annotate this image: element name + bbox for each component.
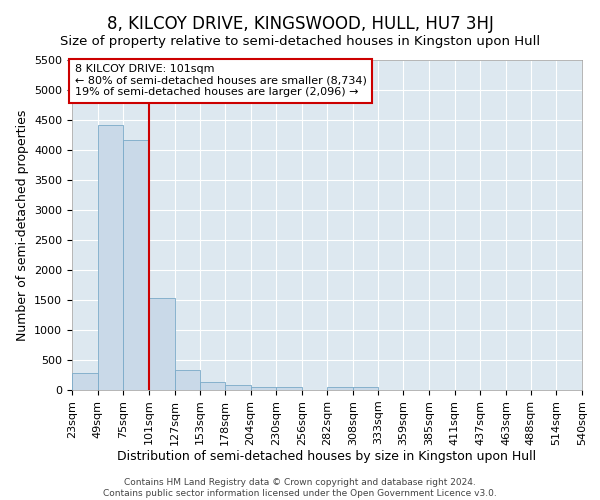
Bar	[149, 298, 175, 390]
Bar	[328, 386, 353, 390]
Bar	[200, 382, 226, 390]
Bar	[276, 386, 302, 390]
Text: Size of property relative to semi-detached houses in Kingston upon Hull: Size of property relative to semi-detach…	[60, 35, 540, 48]
X-axis label: Distribution of semi-detached houses by size in Kingston upon Hull: Distribution of semi-detached houses by …	[118, 450, 536, 464]
Bar	[225, 385, 251, 390]
Text: 8 KILCOY DRIVE: 101sqm
← 80% of semi-detached houses are smaller (8,734)
19% of : 8 KILCOY DRIVE: 101sqm ← 80% of semi-det…	[75, 64, 367, 98]
Bar	[98, 125, 123, 390]
Bar	[123, 140, 149, 390]
Text: 8, KILCOY DRIVE, KINGSWOOD, HULL, HU7 3HJ: 8, KILCOY DRIVE, KINGSWOOD, HULL, HU7 3H…	[107, 15, 493, 33]
Bar	[72, 372, 98, 390]
Bar	[175, 370, 200, 390]
Text: Contains HM Land Registry data © Crown copyright and database right 2024.
Contai: Contains HM Land Registry data © Crown c…	[103, 478, 497, 498]
Bar	[353, 386, 378, 390]
Y-axis label: Number of semi-detached properties: Number of semi-detached properties	[16, 110, 29, 340]
Bar	[251, 386, 276, 390]
